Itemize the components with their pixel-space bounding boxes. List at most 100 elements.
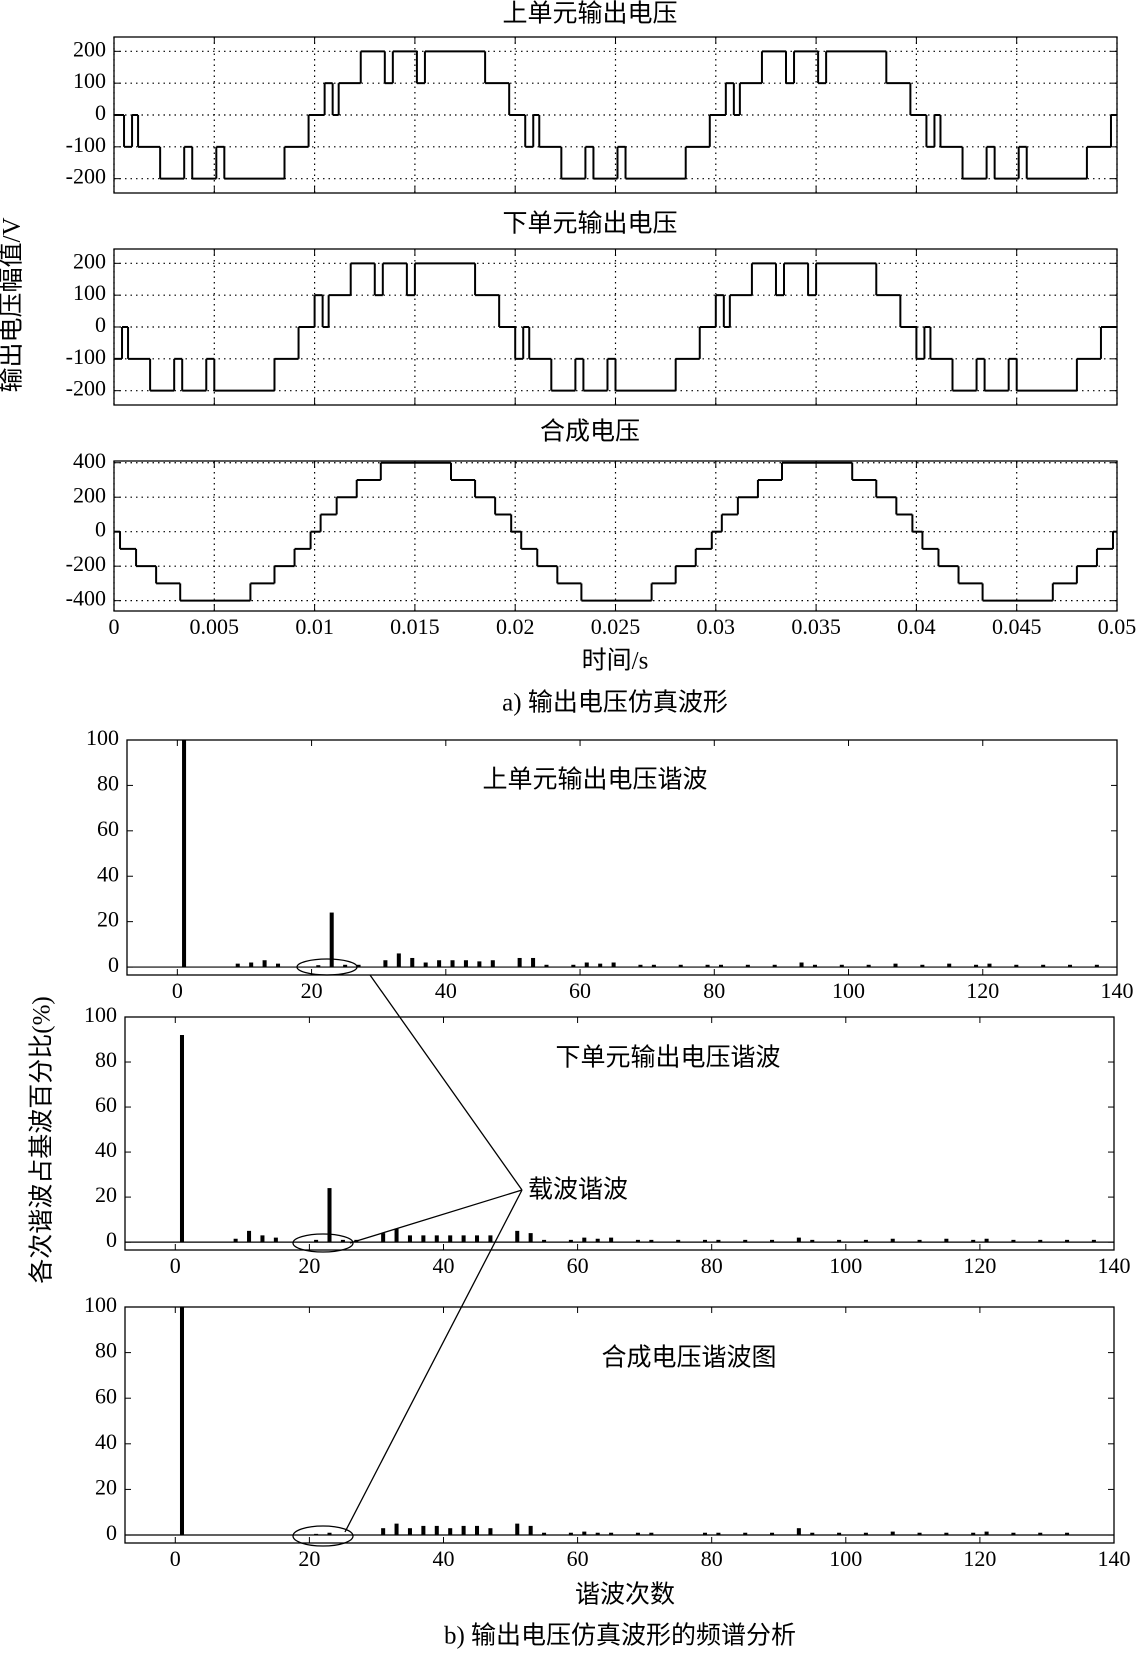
- bar: [515, 1523, 520, 1536]
- bar: [837, 1239, 842, 1243]
- y-axis-label: 输出电压幅值/V: [0, 217, 26, 392]
- bar: [1091, 1239, 1096, 1243]
- bar: [1038, 1239, 1043, 1243]
- bar: [595, 1532, 600, 1536]
- bar: [235, 963, 240, 968]
- bar: [247, 1230, 252, 1243]
- bar: [450, 960, 455, 968]
- bar: [917, 1239, 922, 1243]
- bar: [394, 1228, 399, 1243]
- y-tick-label: -200: [66, 376, 106, 401]
- bar: [528, 1525, 533, 1536]
- x-tick-label: 80: [701, 1253, 723, 1278]
- bar: [343, 964, 348, 968]
- x-axis-label: 谐波次数: [575, 1581, 675, 1609]
- chart: 合成电压谐波图 0 20 40 60 80 100 0 20 40 60 80 100 120 140: [84, 1292, 1131, 1571]
- bar: [609, 1532, 614, 1536]
- bar: [837, 1532, 842, 1536]
- bar: [893, 963, 898, 968]
- bar: [461, 1235, 466, 1243]
- bar: [1011, 1239, 1016, 1243]
- y-tick-label: 80: [97, 770, 119, 795]
- bar: [987, 963, 992, 968]
- bar: [716, 1239, 721, 1243]
- y-tick-label: 40: [95, 1137, 117, 1162]
- x-tick-label: 100: [829, 1546, 862, 1571]
- bar: [542, 1532, 547, 1536]
- bar: [542, 1239, 547, 1243]
- y-tick-label: 40: [95, 1429, 117, 1454]
- bar: [568, 1239, 573, 1243]
- caption: b) 输出电压仿真波形的频谱分析: [444, 1622, 796, 1650]
- bar: [676, 1239, 681, 1243]
- bar: [314, 1239, 319, 1243]
- y-tick-label: 100: [86, 725, 119, 750]
- bar: [544, 964, 549, 968]
- bar: [917, 1532, 922, 1536]
- bar: [262, 960, 267, 968]
- x-tick-label: 0: [170, 1253, 181, 1278]
- bar: [182, 740, 187, 968]
- bar: [273, 1237, 278, 1243]
- chart-title: 合成电压: [540, 418, 640, 446]
- x-tick-label: 40: [432, 1253, 454, 1278]
- x-axis-label: 时间/s: [582, 647, 649, 675]
- bar: [649, 1532, 654, 1536]
- x-tick-label: 0.02: [496, 614, 535, 639]
- bar: [718, 964, 724, 968]
- bar: [705, 964, 710, 968]
- y-tick-label: -100: [66, 132, 106, 157]
- annotation-callout: [292, 958, 523, 1547]
- y-tick-label: -100: [66, 344, 106, 369]
- x-tick-label: 0.04: [897, 614, 936, 639]
- bar: [249, 962, 254, 968]
- bar: [448, 1528, 453, 1536]
- bar: [971, 1532, 976, 1536]
- chart: 下单元输出电压 -200 -100 0 100 200: [66, 210, 1118, 406]
- bar: [421, 1525, 426, 1536]
- bar: [796, 1237, 801, 1243]
- bar: [531, 957, 536, 968]
- bar: [984, 1531, 989, 1536]
- chart: 合成电压 -400 -200 0 200 400 0 0.005 0.01 0.015 0.02 0.…: [66, 418, 1137, 639]
- x-tick-label: 60: [567, 1253, 589, 1278]
- x-tick-label: 120: [966, 978, 999, 1003]
- x-tick-label: 20: [298, 1546, 320, 1571]
- bar: [1068, 964, 1073, 968]
- x-tick-label: 80: [703, 978, 725, 1003]
- chart-title: 合成电压谐波图: [601, 1344, 776, 1372]
- y-tick-label: 40: [97, 861, 119, 886]
- bar: [1014, 964, 1019, 968]
- bar: [475, 1525, 480, 1536]
- bar: [260, 1235, 265, 1243]
- y-tick-label: 60: [95, 1092, 117, 1117]
- y-axis-label: 各次谐波占基波百分比(%): [28, 996, 56, 1283]
- x-tick-label: 0.015: [390, 614, 440, 639]
- y-tick-label: -200: [66, 164, 106, 189]
- bar: [810, 1532, 815, 1536]
- bar: [461, 1525, 466, 1536]
- x-tick-label: 100: [832, 978, 865, 1003]
- bar: [1038, 1532, 1043, 1536]
- bar: [743, 1532, 748, 1536]
- y-tick-label: 100: [73, 68, 106, 93]
- y-tick-label: 20: [95, 1182, 117, 1207]
- x-tick-label: 140: [1098, 1546, 1131, 1571]
- x-tick-label: 100: [829, 1253, 862, 1278]
- x-tick-label: 40: [432, 1546, 454, 1571]
- bar: [649, 1239, 654, 1243]
- y-tick-label: 200: [73, 248, 106, 273]
- y-tick-label: -400: [66, 586, 106, 611]
- bar: [702, 1239, 708, 1243]
- bar: [383, 960, 388, 968]
- x-tick-label: 0: [109, 614, 120, 639]
- bar: [582, 1237, 587, 1243]
- bar: [1011, 1532, 1016, 1536]
- caption: a) 输出电压仿真波形: [502, 689, 728, 717]
- bar: [890, 1238, 895, 1243]
- x-tick-label: 120: [963, 1253, 996, 1278]
- bar: [437, 960, 442, 968]
- bar: [394, 1523, 399, 1536]
- y-tick-label: 0: [95, 517, 106, 542]
